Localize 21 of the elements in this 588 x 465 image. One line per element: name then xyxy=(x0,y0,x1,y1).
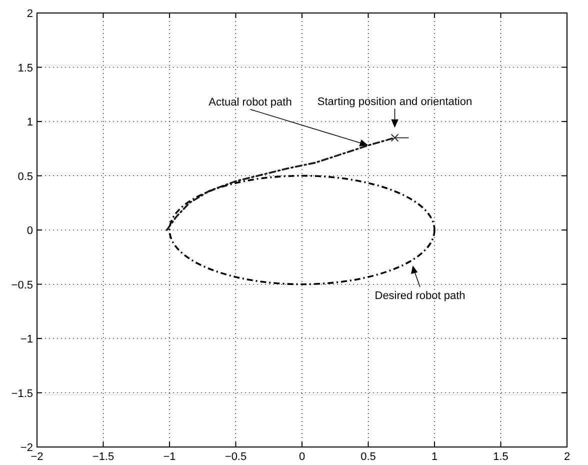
annotation: Desired robot path xyxy=(374,290,466,302)
y-tick-label: −1 xyxy=(20,334,33,346)
annotation: Starting position and orientation xyxy=(317,96,472,108)
line-series xyxy=(166,136,396,231)
x-tick-label: 0 xyxy=(298,451,306,463)
x-tick-label: 0.5 xyxy=(360,451,376,463)
x-tick-label: −0.5 xyxy=(224,451,247,463)
y-tick-label: 1.5 xyxy=(18,62,33,74)
y-tick-label: 1 xyxy=(26,116,33,128)
y-tick-label: −1.5 xyxy=(11,388,33,400)
y-tick-label: −2 xyxy=(20,442,33,454)
annotation: Actual robot path xyxy=(208,96,292,108)
y-tick-label: −0.5 xyxy=(11,279,33,292)
y-tick-label: 0.5 xyxy=(18,170,33,183)
x-tick-label: −1.5 xyxy=(92,451,114,463)
x-tick-label: −1 xyxy=(163,451,176,463)
x-tick-label: 2 xyxy=(564,451,570,463)
y-tick-label: 2 xyxy=(26,8,33,20)
y-tick-label: 0 xyxy=(26,225,33,237)
x-tick-label: 1 xyxy=(431,451,438,463)
x-tick-label: 1.5 xyxy=(493,451,508,463)
